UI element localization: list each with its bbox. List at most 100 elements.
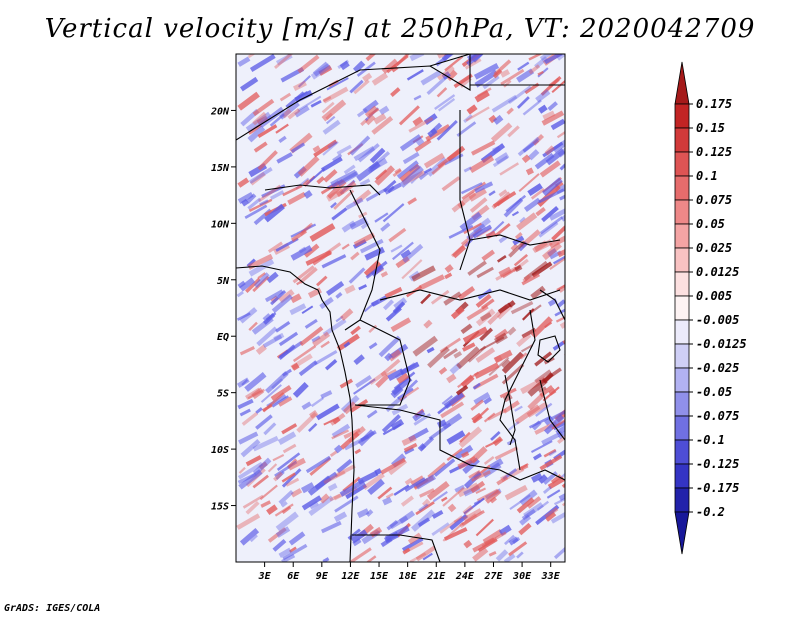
border-north (236, 54, 471, 141)
field-streak (455, 384, 469, 396)
field-streak (357, 429, 375, 447)
field-streak (341, 243, 350, 250)
field-streak (282, 543, 308, 561)
field-streak (504, 484, 528, 501)
field-streak (337, 170, 359, 187)
field-streak (564, 349, 565, 358)
field-streak (267, 527, 287, 543)
field-streak (322, 318, 347, 337)
field-streak (406, 69, 424, 81)
field-streak (417, 517, 431, 528)
field-streak (390, 317, 412, 332)
field-streak (454, 444, 474, 460)
field-streak (279, 340, 304, 359)
x-tick-label: 33E (541, 571, 561, 582)
field-streak (475, 347, 496, 363)
field-streak (313, 350, 338, 366)
field-streak (252, 111, 267, 126)
lake-victoria (537, 335, 561, 363)
field-streak (385, 368, 397, 377)
field-streak (491, 94, 518, 113)
field-streak (490, 122, 513, 143)
field-streak (298, 360, 318, 377)
field-streak (369, 370, 387, 385)
field-streak (333, 189, 355, 210)
field-streak (325, 281, 345, 296)
field-streak (271, 294, 293, 314)
field-streak (469, 197, 488, 213)
field-streak (380, 271, 389, 278)
field-streak (466, 104, 478, 115)
field-streak (480, 312, 492, 322)
field-streak (239, 277, 256, 292)
colorbar-label: 0.025 (696, 241, 732, 255)
field-streak (492, 68, 503, 79)
field-streak (496, 303, 513, 320)
field-streak (299, 326, 324, 347)
field-streak (462, 504, 474, 516)
field-streak (532, 133, 545, 146)
field-streak (546, 489, 561, 499)
field-streak (473, 392, 491, 405)
field-streak (265, 371, 289, 394)
field-streak (367, 162, 380, 174)
field-streak (322, 119, 341, 135)
colorbar-segment (674, 295, 690, 321)
field-streak (290, 353, 313, 370)
field-streak (329, 493, 341, 502)
field-streak (472, 547, 489, 562)
field-streak (483, 396, 492, 405)
field-streak (253, 141, 268, 153)
field-streak (353, 145, 376, 162)
field-streak (381, 58, 399, 74)
field-streak (528, 304, 542, 315)
field-streak (293, 80, 307, 91)
field-streak (350, 251, 360, 261)
field-streak (374, 165, 396, 186)
field-streak (321, 101, 335, 114)
field-streak (237, 280, 246, 289)
field-streak (411, 265, 436, 282)
field-streak (474, 362, 500, 379)
field-streak (506, 107, 514, 115)
field-streak (266, 271, 279, 284)
field-streak (279, 92, 292, 102)
field-streak (408, 164, 420, 172)
field-streak (553, 541, 565, 560)
field-streak (407, 197, 418, 206)
colorbar-label: -0.075 (696, 409, 739, 423)
field-streak (359, 178, 371, 187)
field-streak (356, 108, 368, 118)
field-streak (413, 94, 422, 101)
field-streak (436, 419, 447, 429)
y-tick-label: 5S (217, 389, 229, 400)
field-streak (472, 224, 493, 239)
field-streak (408, 116, 434, 133)
field-streak (474, 69, 498, 88)
field-streak (252, 275, 270, 293)
field-streak (276, 152, 293, 164)
field-streak (387, 185, 395, 194)
field-streak (309, 501, 319, 510)
field-streak (252, 457, 272, 476)
field-streak (236, 312, 251, 321)
field-streak (392, 241, 414, 261)
field-streak (237, 398, 254, 410)
field-streak (549, 257, 565, 270)
field-streak (474, 181, 494, 194)
field-streak (558, 485, 565, 501)
field-streak (414, 138, 432, 153)
field-streak (431, 510, 444, 519)
colorbar-segment (674, 343, 690, 369)
field-streak (529, 415, 552, 429)
colorbar-label: -0.175 (696, 481, 739, 495)
field-streak (476, 87, 492, 98)
colorbar-label: -0.1 (696, 433, 725, 447)
field-streak (404, 477, 413, 486)
field-streak (519, 463, 529, 471)
field-streak (342, 476, 361, 493)
field-streak (365, 509, 374, 517)
field-streak (275, 470, 285, 480)
x-tick-label: 15E (370, 571, 389, 582)
field-streak (535, 402, 553, 417)
